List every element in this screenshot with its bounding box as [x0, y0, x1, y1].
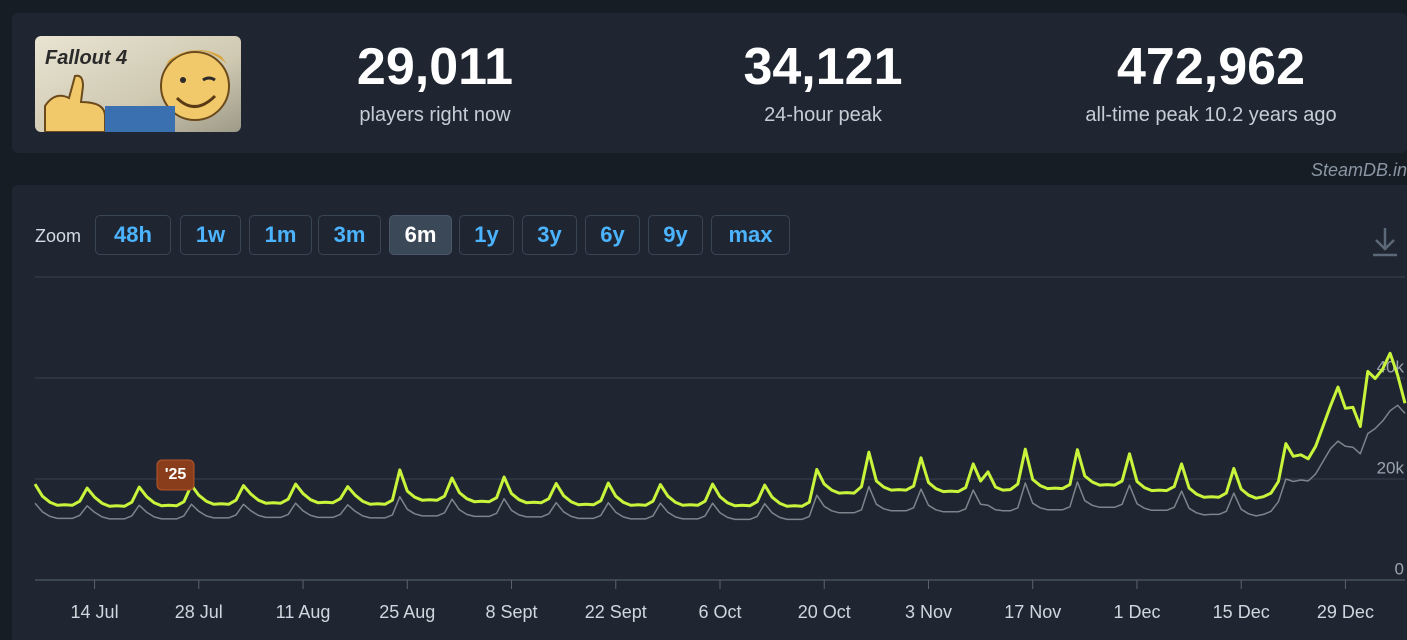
zoom-button[interactable]: 1y [459, 215, 514, 255]
x-tick-label: 8 Sept [485, 602, 537, 622]
zoom-button[interactable]: 3y [522, 215, 577, 255]
zoom-label: Zoom [35, 226, 82, 246]
annotation-flag [156, 459, 195, 491]
zoom-button[interactable]: 1m [249, 215, 312, 255]
game-logo: Fallout 4 [35, 36, 241, 132]
x-tick-label: 15 Dec [1213, 602, 1270, 622]
logo-text: Fallout 4 [45, 47, 127, 69]
stat-value: 29,011 [356, 38, 514, 96]
x-tick-label: 6 Oct [698, 602, 741, 622]
series-line [33, 351, 1407, 508]
x-tick-label: 29 Dec [1317, 602, 1374, 622]
x-tick-label: 20 Oct [798, 602, 851, 622]
zoom-button[interactable]: 9y [648, 215, 703, 255]
zoom-button[interactable]: 3m [318, 215, 381, 255]
x-tick-label: 14 Jul [71, 602, 119, 622]
stat-label: all-time peak 10.2 years ago [1085, 104, 1337, 126]
x-tick-label: 11 Aug [276, 602, 331, 622]
annotation-text: '25 [165, 466, 187, 483]
zoom-button[interactable]: 6m [389, 215, 452, 255]
watermark: SteamDB.in [1310, 160, 1407, 180]
x-tick-label: 28 Jul [175, 602, 223, 622]
zoom-button[interactable]: 6y [585, 215, 640, 255]
zoom-button[interactable]: 48h [95, 215, 171, 255]
zoom-button[interactable]: max [711, 215, 790, 255]
x-tick-label: 3 Nov [905, 602, 952, 622]
x-tick-label: 1 Dec [1113, 602, 1160, 622]
y-tick-label: 0 [1395, 559, 1404, 578]
download-button[interactable] [1370, 224, 1400, 258]
stat-value: 472,962 [1117, 38, 1305, 96]
series-line [34, 404, 1406, 521]
stat-label: players right now [359, 104, 511, 126]
y-tick-label: 20k [1377, 458, 1405, 477]
x-tick-label: 25 Aug [379, 602, 435, 622]
chart-panel [12, 185, 1407, 640]
stat-label: 24-hour peak [764, 104, 882, 126]
x-tick-label: 17 Nov [1004, 602, 1061, 622]
zoom-button[interactable]: 1w [180, 215, 241, 255]
x-tick-label: 22 Sept [585, 602, 647, 622]
header-panel: Fallout 4 29,011 players right now 34,121… [12, 13, 1407, 153]
stat-value: 34,121 [743, 38, 903, 96]
